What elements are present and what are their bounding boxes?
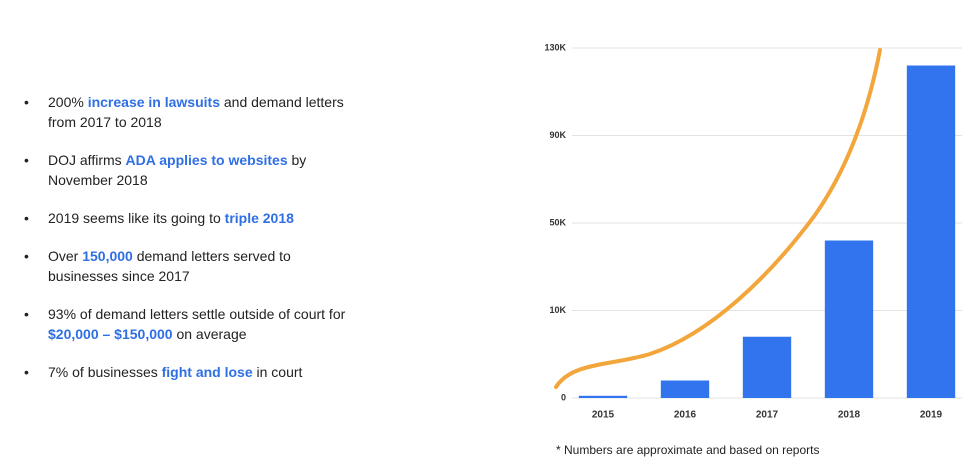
highlight-text: fight and lose [161,364,253,380]
x-tick-label: 2015 [592,410,615,421]
bullet: 200% increase in lawsuits and demand let… [22,92,352,132]
bullet-text: 200% [48,94,88,110]
y-tick-label: 0 [561,392,566,402]
bar [906,65,956,398]
highlight-text: ADA applies to websites [125,152,288,168]
bullet-text: by November 2018 [48,152,307,188]
bar [578,395,628,398]
bullet: 7% of businesses fight and lose in court [22,362,352,382]
highlight-text: $20,000 – $150,000 [48,326,173,342]
y-tick-label: 10K [549,305,566,315]
highlight-text: increase in lawsuits [87,94,220,110]
bullet: 2019 seems like its going to triple 2018 [22,208,352,228]
bullet-text: 2019 seems like its going to [48,210,225,226]
bar [660,380,710,398]
bullet-text: Over [48,248,83,264]
bullet-text: DOJ affirms [48,152,126,168]
bullet-list: 200% increase in lawsuits and demand let… [22,92,352,400]
bullet: Over 150,000 demand letters served to bu… [22,246,352,286]
trend-curve [554,48,882,389]
y-tick-label: 90K [549,130,566,140]
x-tick-label: 2016 [674,410,697,421]
bullet-text: 7% of businesses [48,364,162,380]
x-tick-label: 2017 [756,410,779,421]
footnote: * Numbers are approximate and based on r… [556,443,819,457]
x-tick-label: 2019 [920,410,943,421]
bullet-text: 93% of demand letters settle outside of … [48,306,346,322]
bullet: DOJ affirms ADA applies to websites by N… [22,150,352,190]
y-tick-label: 130K [544,42,566,52]
x-tick-label: 2018 [838,410,861,421]
bullet-text: on average [172,326,247,342]
highlight-text: 150,000 [82,248,133,264]
bullet-text: demand letters served to businesses sinc… [48,248,291,284]
y-tick-label: 50K [549,217,566,227]
bar [742,336,792,398]
bullet-text: and demand letters from 2017 to 2018 [48,94,344,130]
bullet-text: in court [252,364,303,380]
bar [824,240,874,398]
highlight-text: triple 2018 [224,210,294,226]
bullet: 93% of demand letters settle outside of … [22,304,352,344]
